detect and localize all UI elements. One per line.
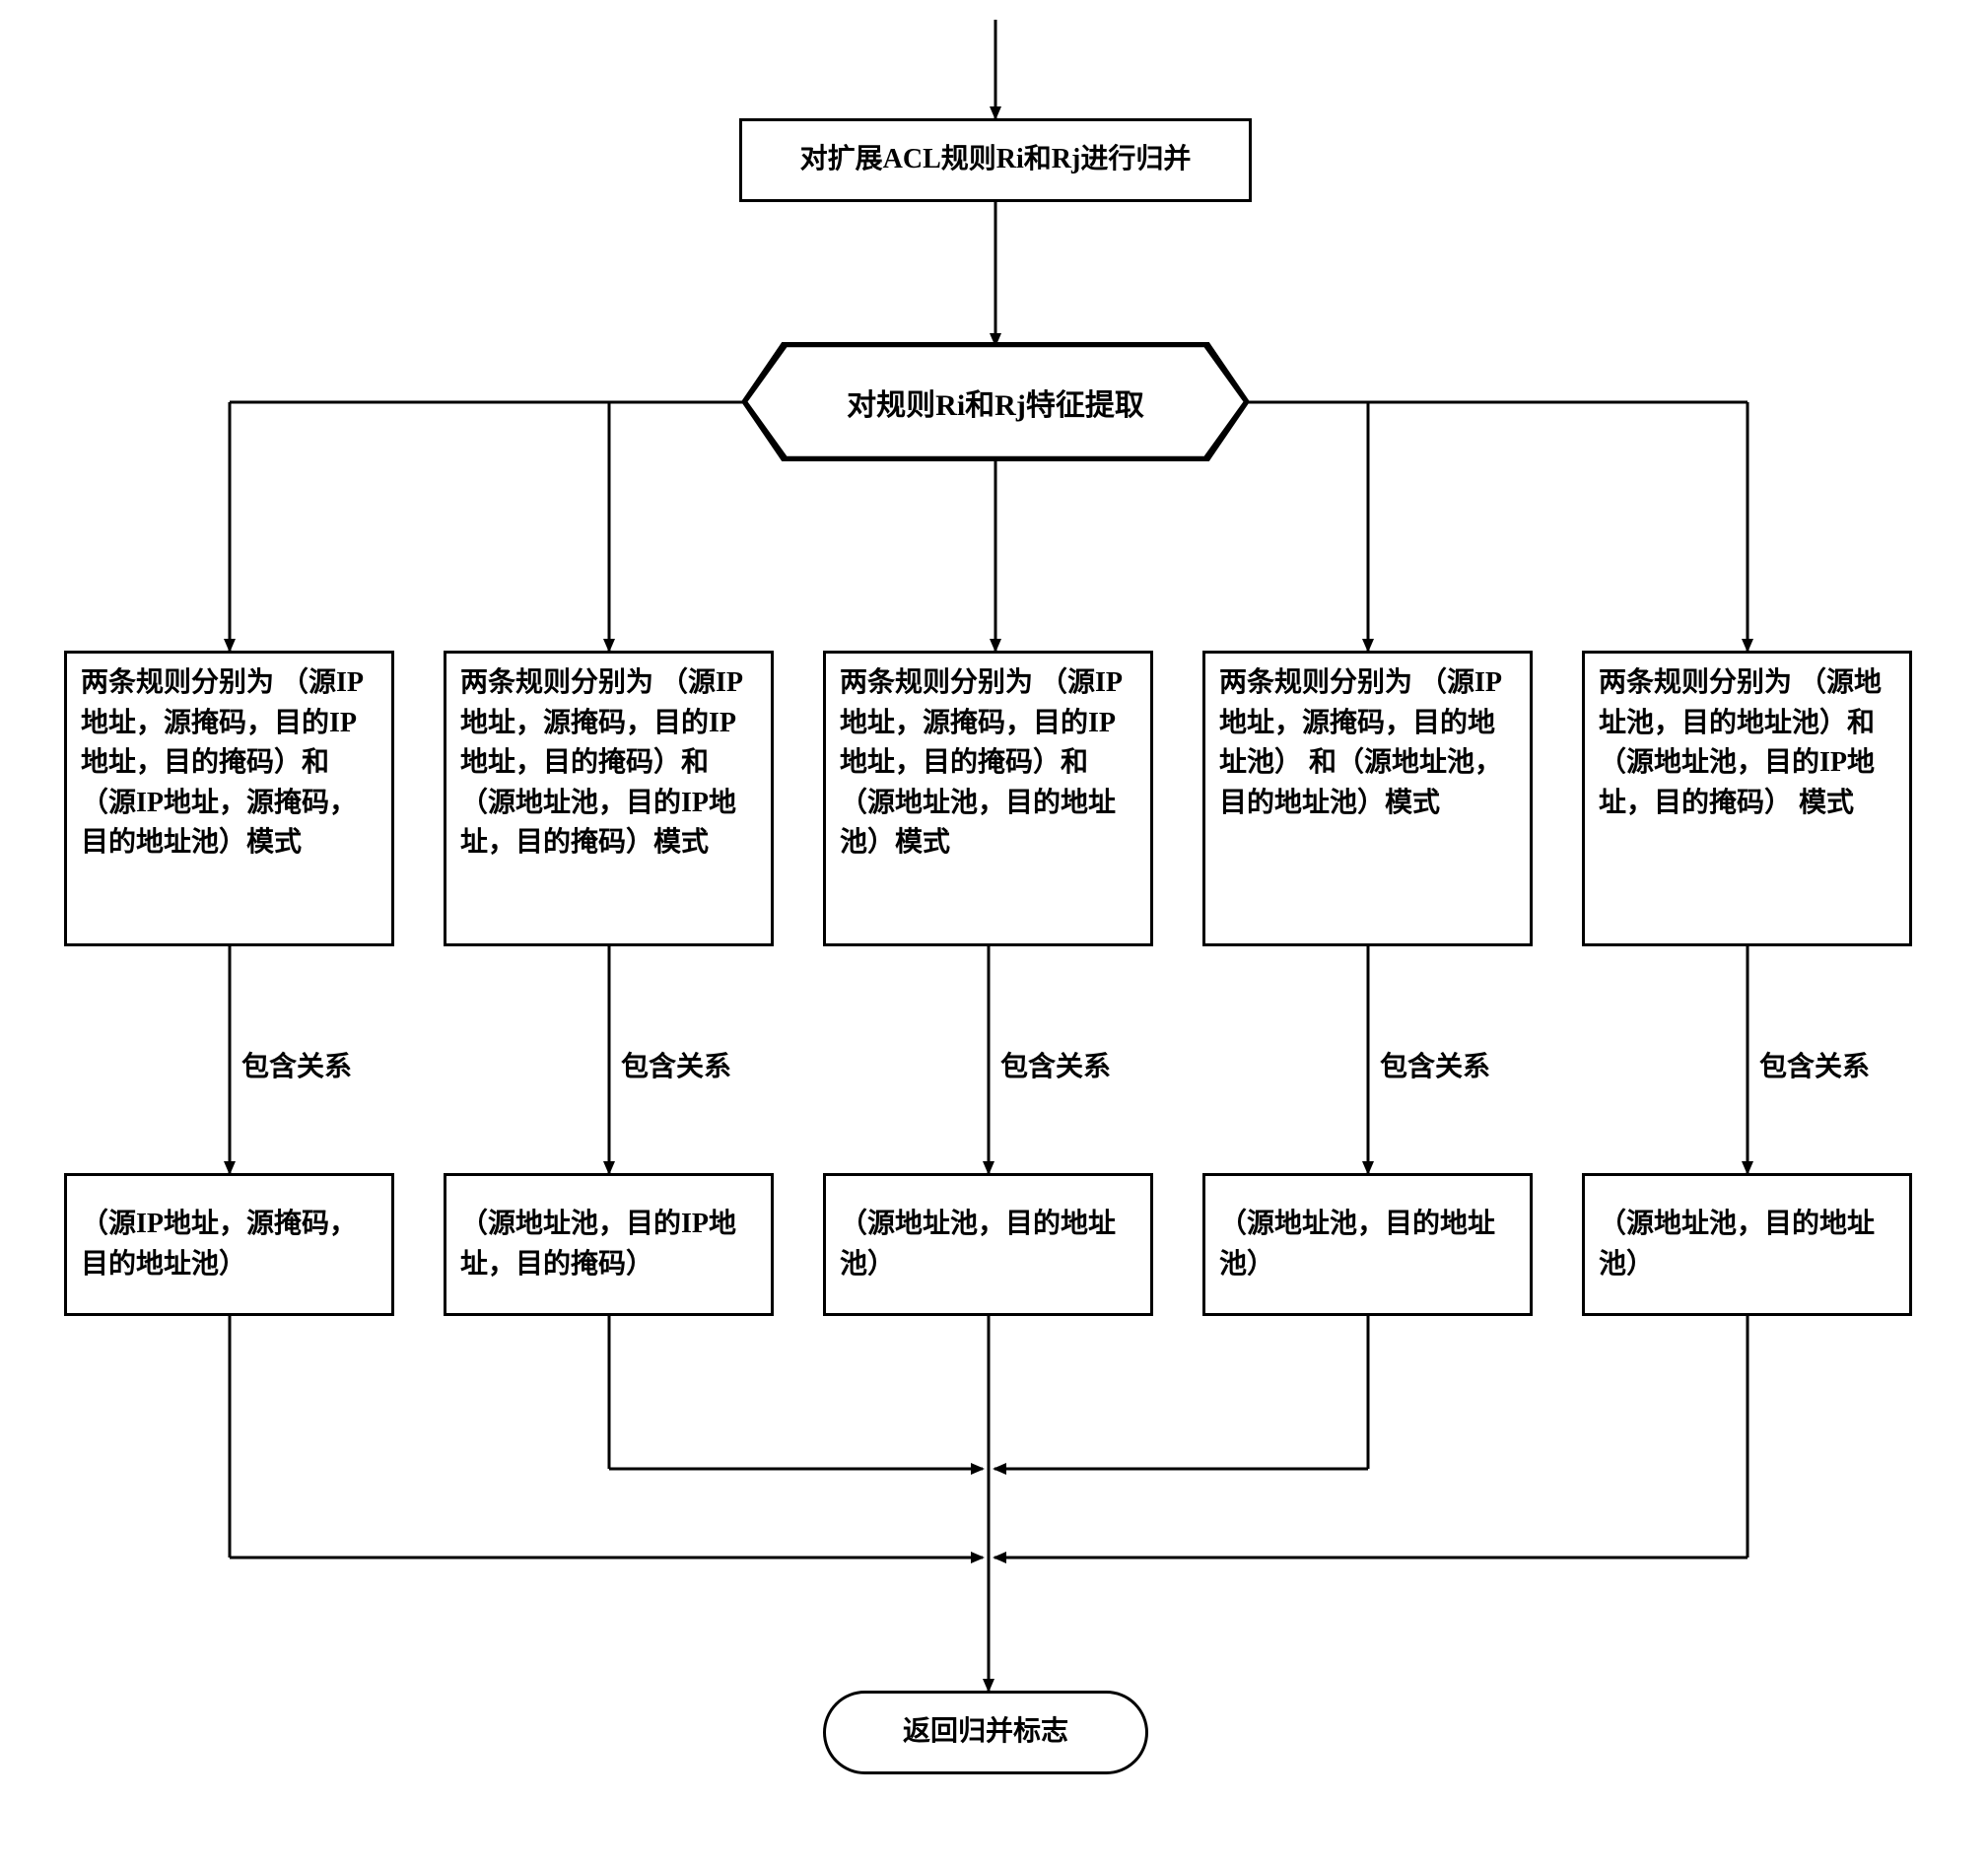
node-branch2-top: 两条规则分别为 （源IP地址，源掩码，目的IP地址，目的掩码）和（源地址池，目的… (444, 651, 774, 946)
node-merge-rules-label: 对扩展ACL规则Ri和Rj进行归并 (800, 140, 1192, 180)
node-branch3-top-label: 两条规则分别为 （源IP地址，源掩码，目的IP地址，目的掩码）和（源地址池，目的… (840, 663, 1136, 864)
node-return-flag-label: 返回归并标志 (903, 1712, 1068, 1753)
edge-label-r4: 包含关系 (1380, 1045, 1490, 1084)
edge-label-r2-text: 包含关系 (621, 1052, 731, 1082)
node-branch1-bot: （源IP地址，源掩码，目的地址池） (64, 1173, 394, 1316)
edge-label-r1: 包含关系 (241, 1045, 352, 1084)
node-merge-rules: 对扩展ACL规则Ri和Rj进行归并 (739, 118, 1252, 202)
node-branch5-bot-label: （源地址池，目的地址池） (1599, 1205, 1895, 1284)
node-feature-extract-label: 对规则Ri和Rj特征提取 (847, 381, 1144, 424)
flowchart-canvas: 对扩展ACL规则Ri和Rj进行归并 对规则Ri和Rj特征提取 两条规则分别为 （… (20, 20, 1988, 1851)
edge-label-r2: 包含关系 (621, 1045, 731, 1084)
node-feature-extract: 对规则Ri和Rj特征提取 (744, 345, 1247, 458)
node-branch4-bot: （源地址池，目的地址池） (1202, 1173, 1533, 1316)
node-branch3-top: 两条规则分别为 （源IP地址，源掩码，目的IP地址，目的掩码）和（源地址池，目的… (823, 651, 1153, 946)
edge-label-r4-text: 包含关系 (1380, 1052, 1490, 1082)
node-branch3-bot: （源地址池，目的地址池） (823, 1173, 1153, 1316)
node-branch1-top-label: 两条规则分别为 （源IP地址，源掩码，目的IP地址，目的掩码）和（源IP地址，源… (81, 663, 377, 864)
node-branch5-bot: （源地址池，目的地址池） (1582, 1173, 1912, 1316)
node-branch4-top-label: 两条规则分别为 （源IP地址，源掩码，目的地址池） 和（源地址池，目的地址池）模… (1219, 663, 1516, 823)
node-branch2-bot-label: （源地址池，目的IP地址，目的掩码） (460, 1205, 757, 1284)
node-branch1-bot-label: （源IP地址，源掩码，目的地址池） (81, 1205, 377, 1284)
edge-label-r5-text: 包含关系 (1759, 1052, 1870, 1082)
node-branch2-bot: （源地址池，目的IP地址，目的掩码） (444, 1173, 774, 1316)
edge-label-r3-text: 包含关系 (1000, 1052, 1111, 1082)
node-branch5-top: 两条规则分别为 （源地址池，目的地址池）和（源地址池，目的IP地址，目的掩码） … (1582, 651, 1912, 946)
node-branch3-bot-label: （源地址池，目的地址池） (840, 1205, 1136, 1284)
edge-label-r5: 包含关系 (1759, 1045, 1870, 1084)
edge-label-r1-text: 包含关系 (241, 1052, 352, 1082)
node-branch5-top-label: 两条规则分别为 （源地址池，目的地址池）和（源地址池，目的IP地址，目的掩码） … (1599, 663, 1895, 823)
node-branch2-top-label: 两条规则分别为 （源IP地址，源掩码，目的IP地址，目的掩码）和（源地址池，目的… (460, 663, 757, 864)
node-branch1-top: 两条规则分别为 （源IP地址，源掩码，目的IP地址，目的掩码）和（源IP地址，源… (64, 651, 394, 946)
node-branch4-top: 两条规则分别为 （源IP地址，源掩码，目的地址池） 和（源地址池，目的地址池）模… (1202, 651, 1533, 946)
node-branch4-bot-label: （源地址池，目的地址池） (1219, 1205, 1516, 1284)
node-return-flag: 返回归并标志 (823, 1691, 1148, 1774)
edge-label-r3: 包含关系 (1000, 1045, 1111, 1084)
